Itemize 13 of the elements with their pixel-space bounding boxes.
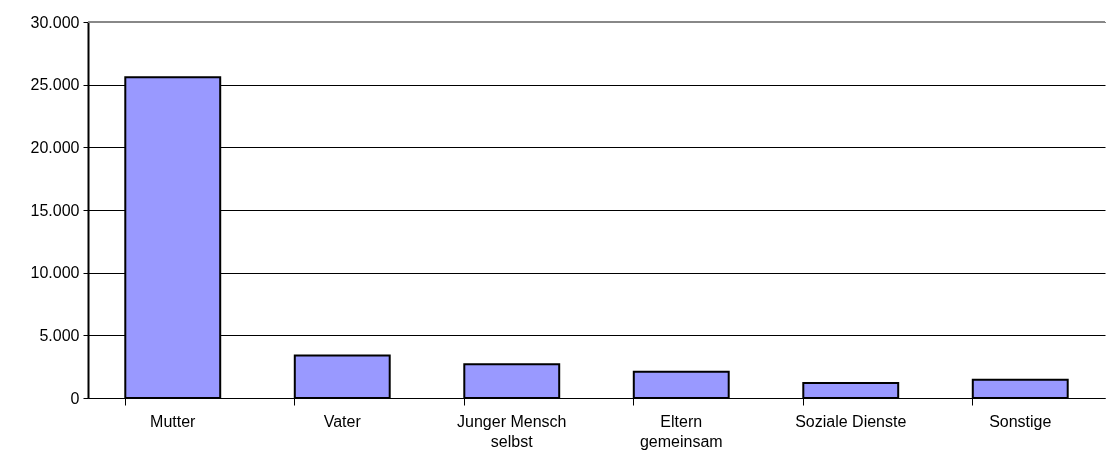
y-tick-label: 5.000 xyxy=(39,326,80,344)
y-tick-label: 30.000 xyxy=(30,13,80,31)
x-tick-label: Sonstige xyxy=(989,412,1052,430)
x-tick-label: Eltern gemeinsam xyxy=(639,412,723,450)
y-tick-label: 15.000 xyxy=(30,201,80,219)
y-tick-label: 0 xyxy=(70,389,80,407)
y-tick-label: 25.000 xyxy=(30,76,80,94)
y-tick-label: 20.000 xyxy=(30,138,80,156)
x-tick-label: Mutter xyxy=(150,412,197,430)
x-tick-label: Junger Mensch selbst xyxy=(457,412,567,450)
x-tick-label: Soziale Dienste xyxy=(795,412,907,430)
y-tick-label: 10.000 xyxy=(30,264,80,282)
x-tick-label: Vater xyxy=(323,412,362,430)
